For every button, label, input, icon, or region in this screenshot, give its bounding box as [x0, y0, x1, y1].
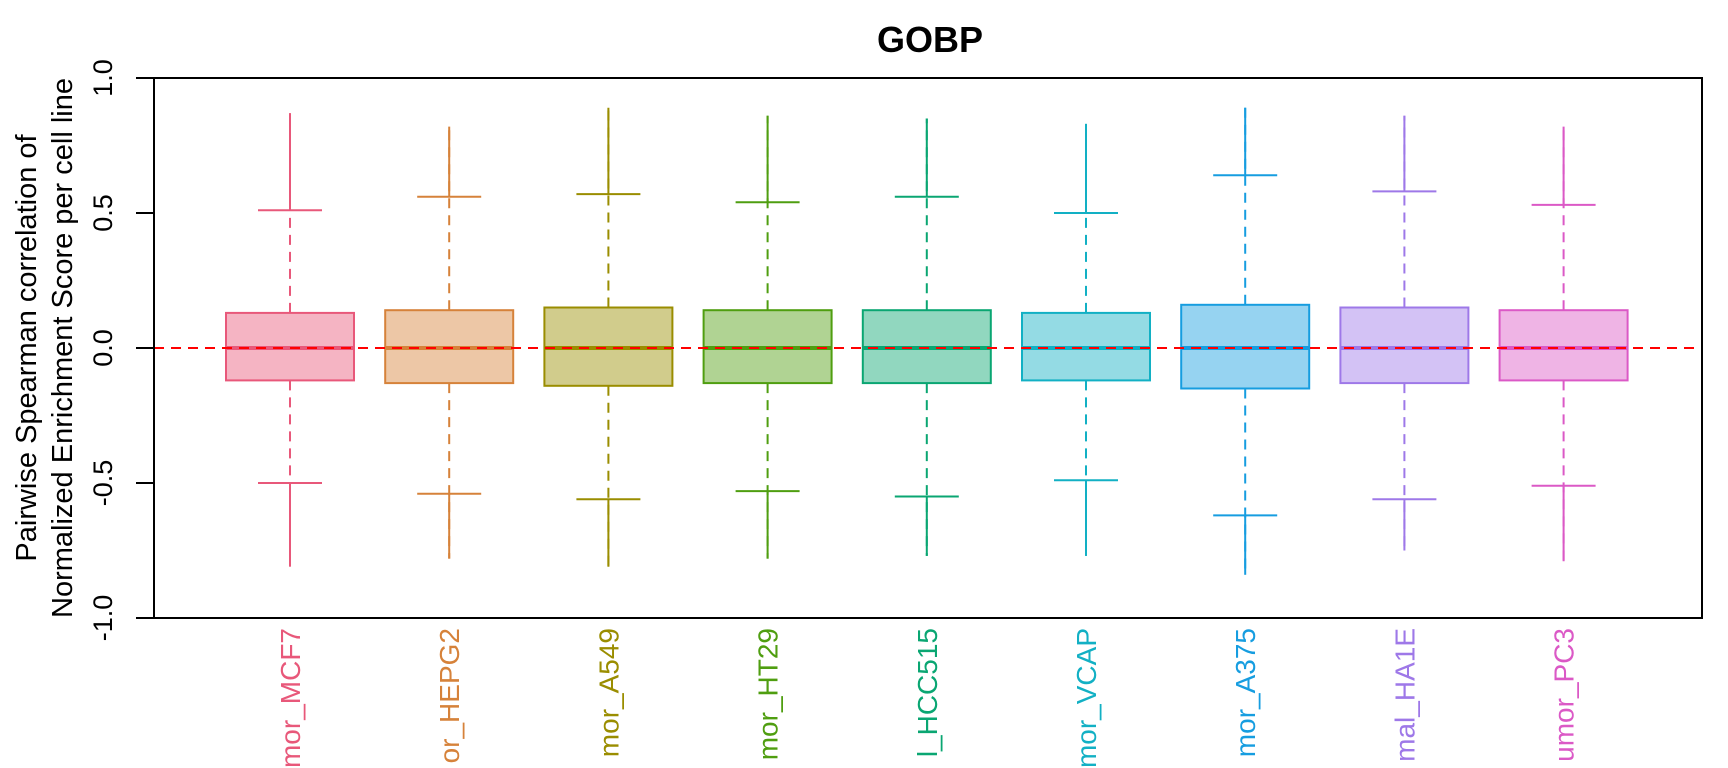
- x-category-label: mal_HA1E: [1389, 628, 1420, 762]
- y-tick-label: -0.5: [88, 460, 118, 507]
- x-category-label: mor_A549: [593, 628, 624, 757]
- x-category-label: or_HEPG2: [434, 628, 465, 763]
- box-iqr: [1339, 306, 1470, 385]
- x-category-label: mor_A375: [1230, 628, 1261, 757]
- y-tick-label: 1.0: [88, 59, 118, 97]
- box-group-mal_HA1E: mal_HA1E: [1339, 115, 1470, 762]
- box-group-or_HEPG2: or_HEPG2: [384, 126, 515, 763]
- x-category-label: l_HCC515: [912, 628, 943, 757]
- box-group-mor_A375: mor_A375: [1180, 107, 1311, 757]
- x-category-label: mor_HT29: [753, 628, 784, 760]
- box-iqr: [1498, 309, 1629, 382]
- x-category-label: mor_VCAP: [1071, 628, 1102, 768]
- x-category-label: umor_PC3: [1549, 628, 1580, 762]
- y-axis-label-line2: Normalized Enrichment Score per cell lin…: [47, 78, 79, 618]
- plot-area: -1.0 -0.5 0.0 0.5 1.0 mor_MCF7 or_HEPG2 mor_A54…: [88, 59, 1703, 768]
- box-group-mor_MCF7: mor_MCF7: [225, 113, 355, 768]
- box-group-mor_VCAP: mor_VCAP: [1021, 123, 1151, 768]
- y-axis-label-line1: Pairwise Spearman correlation of: [11, 133, 43, 561]
- y-tick-label: -1.0: [88, 595, 118, 642]
- box-group-umor_PC3: umor_PC3: [1498, 126, 1629, 762]
- plot-frame: [153, 77, 1703, 619]
- y-tick-label: 0.0: [88, 329, 118, 367]
- box-group-mor_HT29: mor_HT29: [702, 115, 833, 760]
- y-tick-label: 0.5: [88, 194, 118, 232]
- box-group-l_HCC515: l_HCC515: [861, 118, 992, 757]
- box-group-mor_A549: mor_A549: [543, 107, 674, 757]
- chart-title: GOBP: [877, 19, 983, 60]
- x-category-label: mor_MCF7: [275, 628, 306, 768]
